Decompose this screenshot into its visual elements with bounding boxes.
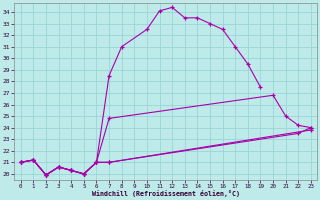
- X-axis label: Windchill (Refroidissement éolien,°C): Windchill (Refroidissement éolien,°C): [92, 190, 240, 197]
